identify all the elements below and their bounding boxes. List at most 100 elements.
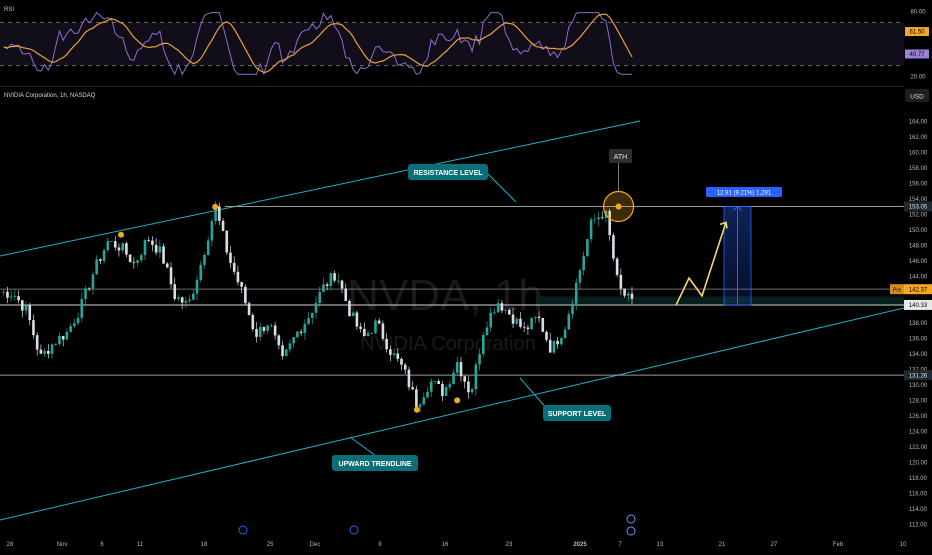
candle-body (240, 282, 243, 287)
watermark-ticker: NVDA, 1h (347, 271, 543, 320)
channel-top-trendline[interactable] (0, 120, 641, 257)
split-event-icon[interactable] (626, 514, 636, 524)
channel-bottom-trendline[interactable] (0, 307, 905, 521)
candle-body (299, 331, 303, 333)
candle-body (329, 273, 333, 286)
candle-body (225, 230, 229, 253)
price-tick-label: 164.00 (909, 120, 928, 126)
candle-body (578, 270, 582, 283)
dividend-event-icon[interactable] (349, 525, 359, 535)
candle-body (273, 325, 277, 336)
candle-body (139, 255, 143, 261)
trendline-label-bg[interactable] (332, 455, 418, 471)
candle-body (106, 241, 110, 251)
time-tick-label: 23 (506, 542, 513, 548)
candle-body (619, 274, 623, 289)
candle-body (337, 280, 340, 282)
price-tick-label: 150.00 (909, 228, 928, 234)
rsi-band (0, 22, 904, 66)
price-tick-label: 114.00 (909, 507, 928, 513)
price-badge-label: 153.05 (909, 205, 928, 211)
ath-highlight[interactable] (602, 190, 635, 223)
candle-body (459, 362, 463, 377)
candle-body (251, 315, 255, 330)
candle-body (307, 318, 310, 324)
candle-body (374, 320, 377, 334)
candle-body (403, 364, 407, 370)
candle-body (102, 250, 106, 261)
candle-body (169, 267, 173, 285)
candle-body (574, 282, 578, 304)
candle-body (333, 273, 336, 281)
candle-body (76, 317, 80, 324)
price-tick-label: 134.00 (909, 352, 928, 358)
candle-body (113, 241, 117, 248)
time-tick-label: Dec (310, 542, 321, 548)
time-axis[interactable]: 28 Nov 6 11 18 25 Dec 9 16 23 2025 7 13 21 27 Feb 10 (0, 538, 932, 550)
time-tick-label: 7 (618, 542, 622, 548)
candle-body (433, 380, 437, 382)
projection-path[interactable] (675, 222, 727, 306)
candle-body (84, 288, 87, 300)
candle-body (110, 241, 113, 242)
candle-body (214, 206, 217, 222)
candle-body (548, 339, 552, 353)
rsi-background (0, 0, 904, 86)
candle-body (534, 316, 537, 318)
candle-body (143, 240, 147, 256)
time-tick-label: 6 (100, 542, 104, 548)
price-tick-label: 148.00 (909, 244, 928, 250)
support-label-bg[interactable] (543, 405, 611, 421)
candle-body (192, 293, 195, 300)
event-icons[interactable] (238, 514, 636, 536)
candle-body (128, 254, 132, 262)
projection-arrow-head (719, 221, 728, 229)
earnings-event-icon[interactable] (238, 525, 248, 535)
candle-body (21, 300, 24, 311)
candle-body (359, 326, 362, 329)
resistance-label-bg[interactable] (408, 164, 488, 180)
candle-body (355, 312, 359, 327)
candle-body (314, 303, 318, 313)
candle-body (586, 239, 589, 257)
candle-body (303, 323, 307, 333)
support-label: SUPPORT LEVEL (548, 411, 607, 418)
candle-body (366, 333, 370, 336)
price-axis[interactable]: USD 164.00 162.00 160.00 158.00 156.00 154.00… (890, 86, 932, 550)
time-tick-label: Nov (57, 542, 68, 548)
price-tick-label: 124.00 (909, 429, 928, 435)
candle-body (180, 297, 184, 303)
candle-body (467, 381, 470, 393)
candle-body (32, 320, 35, 336)
news-event-icon[interactable] (626, 526, 636, 536)
candle-body (470, 389, 474, 393)
currency-badge-bg[interactable] (905, 89, 929, 102)
price-range-measure[interactable]: 12.91 (9.21%) 1,291 (706, 187, 782, 306)
candle-body (255, 329, 258, 337)
candle-body (615, 258, 619, 275)
demand-zone[interactable] (540, 296, 904, 305)
candle-body (496, 303, 500, 313)
candle-body (199, 264, 203, 281)
candle-body (560, 338, 563, 345)
candle-body (370, 333, 374, 334)
candle-body (310, 312, 314, 319)
candle-body (247, 303, 251, 316)
candle-body (281, 345, 284, 357)
candle-body (448, 384, 452, 388)
measure-label: 12.91 (9.21%) 1,291 (717, 191, 772, 197)
candle-body (221, 220, 225, 231)
price-axis-background (904, 86, 932, 550)
candle-body (151, 240, 154, 245)
candle-body (154, 244, 158, 253)
candle-body (418, 404, 422, 408)
candle-body (266, 325, 269, 331)
time-tick-label: 16 (442, 542, 449, 548)
candle-body (422, 397, 426, 405)
candle-body (530, 317, 533, 330)
time-axis-background (0, 538, 932, 550)
candle-body (69, 326, 72, 332)
price-panel[interactable]: NVIDIA Corporation, 1h, NASDAQ NVDA, 1h … (0, 93, 905, 536)
